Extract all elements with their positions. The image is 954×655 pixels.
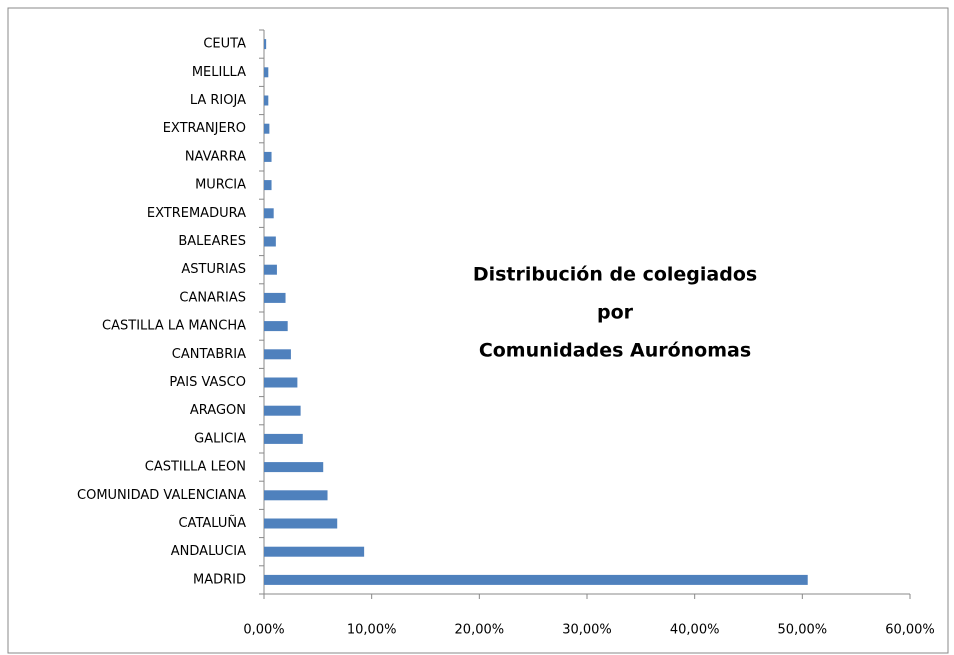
y-tick-label: CANARIAS (179, 290, 246, 305)
y-tick-label: CANTABRIA (172, 347, 246, 362)
chart-title: por (597, 302, 634, 324)
y-tick-label: CATALUÑA (178, 515, 246, 531)
bar (264, 208, 274, 219)
bar (264, 236, 276, 247)
bar (264, 39, 267, 50)
y-tick-label: CASTILLA LA MANCHA (102, 319, 246, 334)
chart-title: Comunidades Aurónomas (479, 340, 751, 362)
y-tick-label: BALEARES (178, 234, 246, 249)
y-tick-label: MELILLA (192, 65, 246, 80)
bar (264, 518, 338, 529)
bar (264, 405, 301, 416)
x-tick-label: 30,00% (562, 623, 612, 638)
bar (264, 490, 328, 501)
bar (264, 151, 272, 162)
y-tick-label: ASTURIAS (181, 262, 246, 277)
bar (264, 264, 277, 275)
y-tick-label: NAVARRA (185, 149, 246, 164)
bar (264, 321, 288, 332)
bar (264, 574, 808, 585)
x-tick-label: 10,00% (347, 623, 397, 638)
x-tick-label: 0,00% (243, 623, 284, 638)
bar (264, 180, 272, 191)
y-tick-label: PAIS VASCO (169, 375, 246, 390)
bar (264, 67, 269, 78)
y-tick-label: ANDALUCIA (171, 544, 246, 559)
y-tick-label: CEUTA (203, 37, 246, 52)
y-tick-label: EXTREMADURA (147, 206, 246, 221)
y-tick-label: MURCIA (195, 178, 246, 193)
bar (264, 433, 303, 444)
x-tick-label: 50,00% (778, 623, 828, 638)
x-tick-label: 20,00% (455, 623, 505, 638)
y-tick-label: EXTRANJERO (163, 121, 246, 136)
y-tick-label: COMUNIDAD VALENCIANA (77, 488, 246, 503)
bar (264, 123, 270, 134)
bar (264, 349, 291, 360)
chart-border (7, 7, 949, 654)
bar (264, 95, 269, 106)
y-tick-label: ARAGON (190, 403, 246, 418)
y-tick-label: CASTILLA LEON (145, 460, 246, 475)
y-tick-label: GALICIA (194, 431, 246, 446)
y-tick-label: LA RIOJA (190, 93, 246, 108)
bar (264, 546, 365, 557)
x-tick-label: 60,00% (885, 623, 935, 638)
chart-title: Distribución de colegiados (473, 264, 757, 286)
x-tick-label: 40,00% (670, 623, 720, 638)
bar (264, 292, 286, 303)
bar (264, 377, 298, 388)
bar (264, 462, 324, 473)
y-tick-label: MADRID (193, 572, 246, 587)
